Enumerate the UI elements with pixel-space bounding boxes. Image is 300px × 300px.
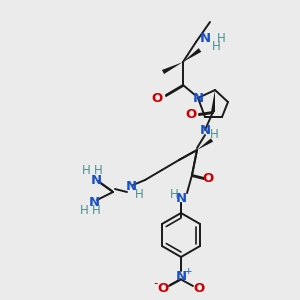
Text: O: O [158,281,169,295]
Text: H: H [92,205,100,218]
Text: O: O [202,172,214,185]
Text: H: H [80,203,88,217]
Text: H: H [169,188,178,202]
Text: -: - [154,278,158,290]
Text: H: H [94,164,102,176]
Text: H: H [210,128,218,142]
Text: O: O [194,281,205,295]
Text: N: N [192,92,204,104]
Text: N: N [90,173,102,187]
Text: H: H [135,188,143,202]
Text: H: H [217,32,226,46]
Text: +: + [184,268,192,277]
Polygon shape [211,90,215,112]
Text: N: N [176,271,187,284]
Text: O: O [185,107,197,121]
Polygon shape [183,48,201,62]
Text: N: N [200,32,211,46]
Text: N: N [176,193,187,206]
Text: H: H [212,40,221,52]
Text: N: N [125,181,136,194]
Text: N: N [88,196,100,208]
Polygon shape [162,62,183,74]
Polygon shape [197,138,213,150]
Text: O: O [152,92,163,104]
Text: H: H [82,164,90,178]
Text: N: N [200,124,211,136]
